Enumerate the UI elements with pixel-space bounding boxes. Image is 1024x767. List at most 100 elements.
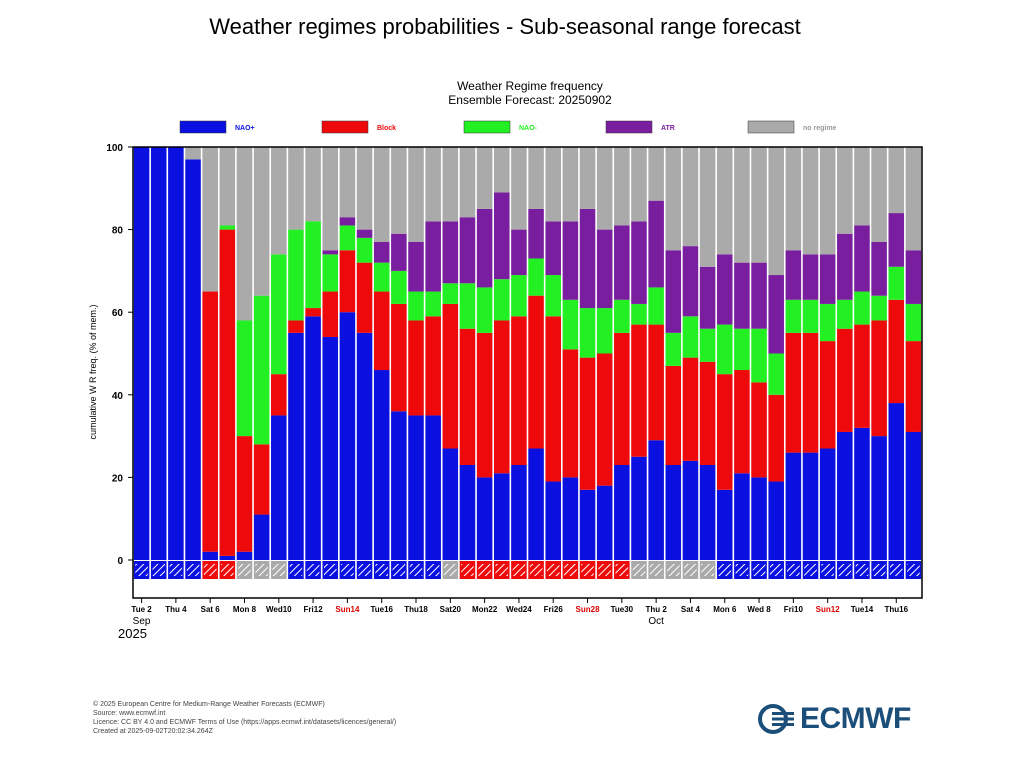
footer-licence: Licence: CC BY 4.0 and ECMWF Terms of Us… — [93, 719, 397, 726]
bar-block-40 — [819, 341, 836, 449]
legend-label-no-regime: no regime — [803, 125, 837, 132]
bar-atr-40 — [819, 254, 836, 304]
bottom-cell-hatch-12 — [341, 564, 354, 576]
bar-no-regime-45 — [905, 147, 922, 251]
bar-block-9 — [288, 320, 304, 333]
ecmwf-logo-icon — [758, 704, 796, 734]
bar-block-24 — [545, 316, 561, 482]
bar-block-12 — [339, 250, 356, 313]
bottom-cell-hatch-34 — [718, 564, 732, 576]
bar-no-regime-23 — [528, 147, 544, 209]
bar-nao-minus-32 — [682, 316, 699, 358]
bar-nao-plus-10 — [305, 316, 321, 560]
bottom-cell-hatch-28 — [615, 564, 629, 576]
bar-atr-19 — [459, 217, 476, 284]
bar-block-13 — [356, 262, 373, 333]
bar-no-regime-28 — [614, 147, 630, 226]
weather-regime-chart: Weather Regime frequency Ensemble Foreca… — [88, 79, 923, 641]
bar-nao-plus-41 — [837, 431, 853, 560]
bar-nao-minus-25 — [562, 299, 579, 350]
bar-nao-minus-37 — [768, 353, 784, 395]
bottom-cell-hatch-26 — [581, 564, 594, 576]
bar-block-5 — [219, 229, 236, 556]
bar-nao-plus-9 — [288, 332, 304, 560]
bar-nao-minus-31 — [665, 332, 682, 366]
bar-nao-plus-17 — [425, 415, 441, 560]
ecmwf-logo[interactable]: ECMWF — [758, 701, 911, 737]
bar-no-regime-19 — [459, 147, 476, 218]
bar-atr-26 — [579, 208, 596, 309]
x-tick-label-24: Fri26 — [544, 605, 564, 614]
bar-nao-plus-36 — [751, 477, 767, 560]
y-axis: 0 20 40 60 80 100 — [106, 143, 133, 567]
bar-nao-plus-11 — [322, 336, 339, 560]
year-label: 2025 — [118, 626, 147, 641]
bar-atr-14 — [373, 241, 390, 263]
footer-source: Source: www.ecmwf.int — [93, 710, 166, 717]
bar-nao-minus-42 — [854, 291, 870, 325]
bar-nao-plus-20 — [476, 477, 493, 560]
bar-nao-minus-22 — [511, 275, 527, 317]
bar-atr-33 — [699, 266, 716, 329]
bar-block-35 — [734, 370, 750, 474]
bar-atr-24 — [545, 221, 561, 276]
bottom-cell-hatch-17 — [426, 564, 440, 576]
bottom-cell-hatch-4 — [203, 564, 217, 576]
bar-block-16 — [408, 320, 424, 416]
bar-nao-minus-12 — [339, 225, 356, 251]
bar-block-42 — [854, 324, 870, 428]
bar-nao-minus-14 — [373, 262, 390, 292]
bar-nao-minus-16 — [408, 291, 424, 321]
bar-no-regime-41 — [837, 147, 853, 234]
bar-nao-plus-23 — [528, 448, 544, 560]
bar-block-36 — [751, 382, 767, 478]
x-tick-label-6: Mon 8 — [233, 605, 257, 614]
bar-nao-plus-29 — [631, 456, 647, 560]
bar-nao-minus-11 — [322, 254, 339, 292]
bar-atr-45 — [905, 250, 922, 304]
x-tick-label-30: Thu 2 — [645, 605, 667, 614]
bar-nao-plus-28 — [614, 465, 630, 560]
bar-nao-minus-41 — [837, 299, 853, 329]
bar-no-regime-36 — [751, 147, 767, 263]
bottom-cell-hatch-35 — [735, 564, 749, 576]
bar-atr-27 — [596, 229, 613, 309]
bar-block-30 — [648, 324, 664, 441]
bar-block-44 — [888, 299, 905, 404]
bar-no-regime-43 — [871, 147, 887, 242]
bar-block-11 — [322, 291, 339, 337]
bar-nao-plus-6 — [236, 551, 253, 560]
bar-nao-plus-38 — [785, 452, 802, 560]
bar-no-regime-37 — [768, 147, 784, 276]
bottom-cell-hatch-39 — [804, 564, 817, 576]
bar-atr-23 — [528, 208, 544, 259]
bar-nao-plus-5 — [219, 555, 236, 560]
bar-block-39 — [802, 332, 819, 453]
bar-nao-plus-21 — [494, 473, 510, 560]
bar-atr-21 — [494, 192, 510, 280]
bottom-cell-hatch-41 — [838, 564, 852, 576]
bottom-cell-hatch-23 — [529, 564, 543, 576]
bar-nao-plus-27 — [596, 485, 613, 560]
bar-nao-plus-15 — [391, 411, 407, 560]
bar-no-regime-26 — [579, 147, 596, 209]
copyright-footer: © 2025 European Centre for Medium-Range … — [93, 700, 396, 736]
bar-atr-39 — [802, 254, 819, 300]
x-tick-label-38: Fri10 — [784, 605, 804, 614]
bar-atr-29 — [631, 221, 647, 304]
legend-swatch-atr — [605, 120, 653, 134]
x-tick-label-28: Tue30 — [611, 605, 634, 614]
bar-nao-plus-25 — [562, 477, 579, 560]
bottom-cell-hatch-16 — [409, 564, 423, 576]
bar-atr-12 — [339, 217, 356, 226]
bar-no-regime-16 — [408, 147, 424, 242]
bar-nao-minus-38 — [785, 299, 802, 333]
bar-nao-minus-28 — [614, 299, 630, 333]
bar-no-regime-29 — [631, 147, 647, 222]
bar-block-43 — [871, 320, 887, 437]
bottom-regime-row — [133, 561, 922, 579]
legend-label-nao-minus: NAO- — [519, 125, 538, 132]
bar-nao-plus-16 — [408, 415, 424, 560]
bottom-cell-hatch-11 — [323, 564, 337, 576]
bar-nao-plus-44 — [888, 403, 905, 560]
